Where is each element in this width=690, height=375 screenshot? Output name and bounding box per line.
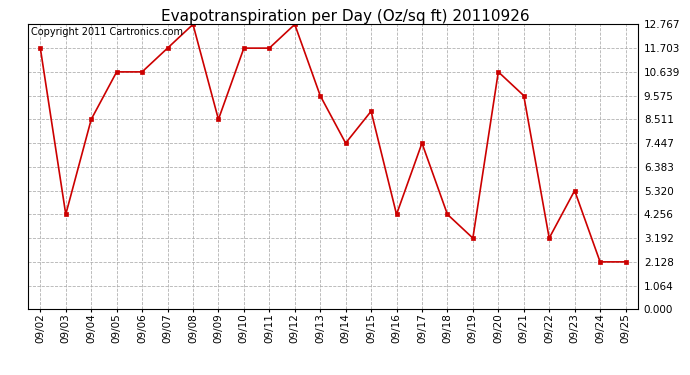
- Text: Evapotranspiration per Day (Oz/sq ft) 20110926: Evapotranspiration per Day (Oz/sq ft) 20…: [161, 9, 529, 24]
- Text: Copyright 2011 Cartronics.com: Copyright 2011 Cartronics.com: [30, 27, 183, 37]
